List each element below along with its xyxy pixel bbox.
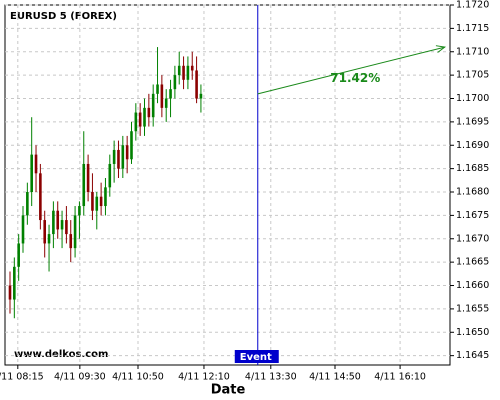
- candle-body: [43, 220, 47, 244]
- candle-body: [65, 220, 68, 235]
- candle-body: [177, 65, 181, 76]
- x-tick-label: 4/11 08:15: [0, 372, 44, 383]
- candle-body: [17, 243, 20, 267]
- candle-body: [134, 112, 138, 132]
- candle-body: [21, 215, 25, 244]
- candle-body: [199, 93, 203, 99]
- candle-body: [39, 173, 42, 221]
- y-tick-label: 1.1675: [456, 210, 489, 221]
- y-tick-label: 1.1660: [456, 280, 489, 291]
- candle-body: [82, 163, 86, 207]
- candle-body: [182, 65, 185, 80]
- y-tick-label: 1.1710: [456, 46, 489, 57]
- candle-body: [95, 196, 99, 211]
- candle-body: [56, 210, 60, 230]
- candle-body: [91, 192, 94, 211]
- candle-body: [143, 107, 146, 127]
- candle-body: [151, 93, 155, 118]
- candle-body: [173, 75, 177, 90]
- arrow-head: [435, 45, 447, 53]
- candle-body: [121, 145, 125, 169]
- candle-body: [34, 154, 38, 174]
- candle-body: [117, 149, 120, 169]
- plot-frame: [4, 4, 451, 366]
- candle-body: [13, 266, 16, 300]
- event-box: [234, 350, 279, 363]
- candle-body: [169, 89, 172, 99]
- y-tick-label: 1.1690: [456, 140, 489, 151]
- candle-body: [138, 112, 142, 127]
- candle-body: [164, 98, 168, 108]
- candle-body: [190, 65, 194, 71]
- candle-body: [26, 192, 29, 216]
- y-tick-label: 1.1665: [456, 257, 489, 268]
- x-tick-label: 4/11 16:10: [374, 372, 426, 383]
- y-tick-label: 1.1655: [456, 303, 489, 314]
- x-tick-label: 4/11 09:30: [54, 372, 106, 383]
- x-tick-label: 4/11 13:30: [245, 372, 297, 383]
- chart-title: EURUSD 5 (FOREX): [10, 11, 117, 22]
- candle-body: [60, 220, 64, 230]
- y-tick-label: 1.1650: [456, 327, 489, 338]
- candle-body: [86, 163, 90, 193]
- candle-body: [125, 145, 129, 160]
- y-tick-label: 1.1680: [456, 187, 489, 198]
- candle-body: [30, 154, 33, 193]
- candle-body: [195, 70, 198, 99]
- x-tick-label: 4/11 10:50: [112, 372, 164, 383]
- candle-body: [130, 131, 133, 160]
- candle-body: [156, 84, 159, 94]
- projection-arrow: [257, 46, 445, 95]
- x-tick-label: 4/11 12:10: [178, 372, 230, 383]
- candle-body: [99, 196, 103, 207]
- y-tick-label: 1.1705: [456, 70, 489, 81]
- candle-body: [52, 210, 55, 235]
- y-tick-label: 1.1720: [456, 0, 489, 11]
- candle-body: [112, 149, 116, 164]
- x-axis-label: Date: [211, 383, 246, 398]
- watermark: www.delkos.com: [14, 349, 108, 360]
- y-tick-label: 1.1645: [456, 350, 489, 361]
- candle-body: [69, 234, 73, 249]
- candle-body: [78, 206, 81, 216]
- candle-body: [160, 84, 164, 108]
- event-label: Event: [240, 352, 272, 363]
- y-tick-label: 1.1700: [456, 93, 489, 104]
- candle-body: [8, 285, 12, 300]
- candle-body: [47, 234, 51, 244]
- x-tick-label: 4/11 14:50: [309, 372, 361, 383]
- y-tick-label: 1.1670: [456, 233, 489, 244]
- candle-body: [186, 65, 190, 80]
- candle-body: [104, 187, 107, 207]
- candle-body: [73, 215, 77, 249]
- y-tick-label: 1.1715: [456, 23, 489, 34]
- candle-body: [108, 163, 112, 188]
- y-tick-label: 1.1695: [456, 116, 489, 127]
- y-tick-label: 1.1685: [456, 163, 489, 174]
- candle-body: [147, 107, 151, 118]
- projection-label: 71.42%: [330, 71, 380, 85]
